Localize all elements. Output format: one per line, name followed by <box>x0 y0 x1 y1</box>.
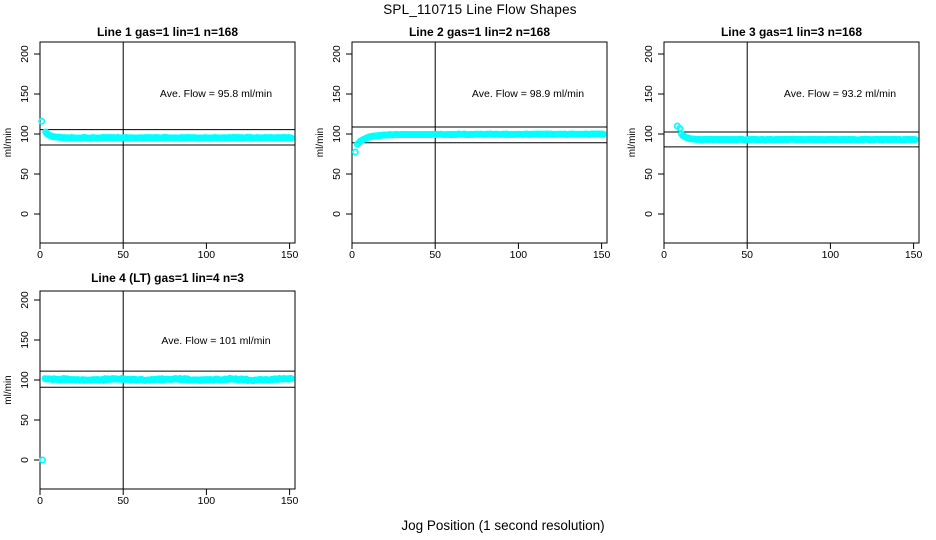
flow-point <box>287 134 295 142</box>
y-tick-label: 200 <box>19 291 31 309</box>
subplot-title: Line 1 gas=1 lin=1 n=168 <box>97 25 238 39</box>
y-tick-label: 0 <box>643 211 655 217</box>
y-tick-label: 100 <box>19 371 31 389</box>
y-tick-label: 100 <box>19 125 31 143</box>
y-axis: 0 50 100 150 200 ml/min <box>3 45 40 217</box>
y-axis-label: ml/min <box>3 375 14 404</box>
x-tick-label: 150 <box>281 249 299 261</box>
x-tick-label: 100 <box>198 249 216 261</box>
x-tick-label: 150 <box>905 249 923 261</box>
y-tick-label: 0 <box>19 457 31 463</box>
data-points <box>673 122 919 144</box>
y-tick-label: 150 <box>19 85 31 103</box>
ave-flow-label: Ave. Flow = 93.2 ml/min <box>784 88 896 100</box>
y-tick-label: 200 <box>19 45 31 63</box>
y-tick-label: 0 <box>331 211 343 217</box>
x-tick-label: 50 <box>117 495 129 507</box>
ave-flow-label: Ave. Flow = 98.9 ml/min <box>472 88 584 100</box>
y-tick-label: 100 <box>331 125 343 143</box>
x-axis: 0 50 100 150 <box>37 489 299 507</box>
subplot-line-1: 0 50 100 150 200 ml/min 0 50 100 150 Line 1 gas=1 … <box>0 0 312 268</box>
subplot-line-3: 0 50 100 150 200 ml/min 0 50 100 150 Line 3 gas=1 … <box>624 0 936 268</box>
y-axis-label: ml/min <box>627 128 638 157</box>
plot-box <box>39 290 296 490</box>
line-1-chart: 0 50 100 150 200 ml/min 0 50 100 150 Line 1 gas=1 … <box>3 25 299 261</box>
x-tick-label: 100 <box>198 495 216 507</box>
ave-flow-label: Ave. Flow = 101 ml/min <box>161 335 270 347</box>
x-tick-label: 0 <box>661 249 667 261</box>
y-axis-label: ml/min <box>315 128 326 157</box>
y-tick-label: 50 <box>19 168 31 180</box>
subplot-line-2: 0 50 100 150 200 ml/min 0 50 100 150 Line 2 gas=1 … <box>312 0 624 268</box>
y-tick-label: 150 <box>19 331 31 349</box>
x-tick-label: 0 <box>37 495 43 507</box>
subplot-title: Line 2 gas=1 lin=2 n=168 <box>409 25 550 39</box>
y-axis-label: ml/min <box>3 128 14 157</box>
flow-point <box>39 456 46 464</box>
subplot-title: Line 3 gas=1 lin=3 n=168 <box>721 25 862 39</box>
x-axis: 0 50 100 150 <box>37 243 299 261</box>
empty-cell <box>624 268 936 523</box>
plot-box <box>663 41 920 244</box>
figure-xlabel: Jog Position (1 second resolution) <box>401 518 605 533</box>
y-axis: 0 50 100 150 200 ml/min <box>315 45 352 217</box>
line-2-chart: 0 50 100 150 200 ml/min 0 50 100 150 Line 2 gas=1 … <box>315 25 611 261</box>
plot-box <box>39 41 296 244</box>
x-tick-label: 150 <box>593 249 611 261</box>
x-axis: 0 50 100 150 <box>661 243 923 261</box>
y-tick-label: 150 <box>643 85 655 103</box>
flow-point <box>676 124 684 132</box>
x-axis: 0 50 100 150 <box>349 243 611 261</box>
flow-point <box>38 117 46 125</box>
subplot-line-4: 0 50 100 150 200 ml/min 0 50 100 150 Line 4 (LT) g… <box>0 268 312 523</box>
x-tick-label: 50 <box>117 249 129 261</box>
y-tick-label: 50 <box>643 168 655 180</box>
data-points <box>39 374 295 464</box>
flow-point <box>911 136 919 144</box>
y-tick-label: 200 <box>331 45 343 63</box>
x-tick-label: 100 <box>822 249 840 261</box>
x-tick-label: 50 <box>741 249 753 261</box>
x-tick-label: 50 <box>429 249 441 261</box>
y-tick-label: 200 <box>643 45 655 63</box>
empty-cell <box>312 268 624 523</box>
subplot-grid: 0 50 100 150 200 ml/min 0 50 100 150 Line 1 gas=1 … <box>0 0 936 523</box>
x-tick-label: 100 <box>510 249 528 261</box>
line-3-chart: 0 50 100 150 200 ml/min 0 50 100 150 Line 3 gas=1 … <box>627 25 923 261</box>
data-points <box>351 130 607 156</box>
flow-point <box>287 375 295 383</box>
y-tick-label: 50 <box>331 168 343 180</box>
x-tick-label: 150 <box>281 495 299 507</box>
flow-point <box>599 130 607 138</box>
flow-point <box>351 148 359 156</box>
y-tick-label: 150 <box>331 85 343 103</box>
x-tick-label: 0 <box>349 249 355 261</box>
ave-flow-label: Ave. Flow = 95.8 ml/min <box>160 88 272 100</box>
y-tick-label: 0 <box>19 211 31 217</box>
data-points <box>38 117 295 142</box>
subplot-title: Line 4 (LT) gas=1 lin=4 n=3 <box>91 271 244 285</box>
y-tick-label: 100 <box>643 125 655 143</box>
y-tick-label: 50 <box>19 414 31 426</box>
figure-title: SPL_110715 Line Flow Shapes <box>383 2 577 17</box>
y-axis: 0 50 100 150 200 ml/min <box>3 291 40 463</box>
x-tick-label: 0 <box>37 249 43 261</box>
y-axis: 0 50 100 150 200 ml/min <box>627 45 664 217</box>
line-4-chart: 0 50 100 150 200 ml/min 0 50 100 150 Line 4 (LT) g… <box>3 271 299 507</box>
